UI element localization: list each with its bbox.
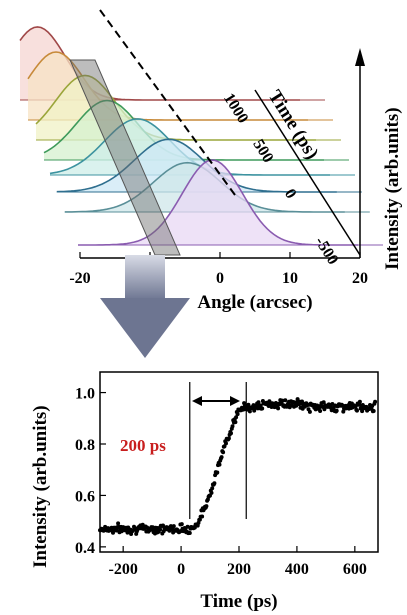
data-point	[212, 481, 217, 486]
x-tick-label: 600	[343, 561, 367, 578]
angle-tick-label: 10	[282, 270, 298, 287]
data-point	[217, 462, 222, 467]
data-point	[340, 403, 345, 408]
time-axis-line	[254, 89, 361, 256]
series-area-7	[78, 160, 358, 245]
y-tick-label: 1.0	[75, 386, 95, 403]
y-tick-label: 0.4	[75, 540, 95, 557]
time-axis-ticks-bottom: -200 0 200 400 600	[109, 546, 367, 578]
data-point	[357, 399, 362, 404]
data-point	[226, 436, 231, 441]
data-point	[179, 522, 184, 527]
y-tick-label: 0.6	[75, 488, 95, 505]
data-point	[224, 441, 228, 446]
data-point	[234, 415, 239, 420]
rise-time-annotation: 200 ps	[120, 436, 166, 455]
data-point	[355, 408, 359, 413]
intensity-axis-ticks-bottom: 0.4 0.6 0.8 1.0	[75, 386, 106, 557]
data-point	[258, 403, 263, 408]
rise-time-arrow	[192, 396, 240, 406]
data-point	[210, 486, 215, 491]
data-point	[204, 504, 209, 509]
data-point	[158, 527, 163, 532]
data-point	[111, 530, 115, 535]
data-point	[215, 470, 220, 475]
data-point	[353, 404, 358, 409]
time-tick-label: 500	[249, 137, 276, 166]
time-tick-label: 1000	[220, 90, 251, 126]
data-point	[221, 450, 226, 455]
angle-tick-label: 0	[216, 270, 224, 287]
data-point	[260, 406, 265, 411]
data-point	[219, 455, 224, 460]
time-tick-label: -500	[311, 234, 341, 268]
scatter-chart: -200 0 200 400 600 0.4 0.6 0.8 1.0 200 ps Time …	[30, 371, 379, 612]
data-point	[229, 431, 233, 436]
data-point	[334, 408, 339, 413]
data-point	[200, 514, 205, 519]
data-point	[185, 524, 190, 529]
data-point	[295, 397, 300, 402]
x-tick-label: 400	[285, 561, 309, 578]
data-point	[247, 409, 252, 414]
series-area-4	[50, 118, 330, 175]
data-points	[98, 397, 378, 536]
data-point	[235, 412, 240, 417]
time-axis-label-bottom: Time (ps)	[200, 591, 277, 612]
x-tick-label: 200	[227, 561, 251, 578]
data-point	[129, 532, 134, 536]
angle-tick-label: -20	[69, 270, 90, 287]
data-point	[209, 490, 214, 495]
data-point	[283, 398, 288, 403]
data-point	[280, 398, 285, 403]
time-slice-band	[69, 59, 181, 256]
waterfall-series-group	[19, 26, 383, 246]
data-point	[171, 524, 176, 529]
y-tick-label: 0.8	[75, 437, 95, 454]
data-point	[116, 521, 121, 526]
angle-tick-label: 20	[352, 270, 368, 287]
data-point	[256, 400, 261, 405]
intensity-axis-arrow	[355, 48, 365, 66]
data-point	[276, 406, 281, 411]
intensity-axis-label-top: Intensity (arb.units)	[382, 107, 403, 270]
data-point	[233, 420, 238, 425]
intensity-axis-label-bottom: Intensity (arb.units)	[30, 405, 51, 568]
data-point	[318, 409, 323, 413]
data-point	[307, 409, 312, 414]
data-point	[187, 531, 192, 535]
data-point	[373, 399, 378, 404]
time-tick-label: 0	[281, 186, 300, 202]
data-point	[230, 424, 235, 429]
angle-axis-label: Angle (arcsec)	[197, 292, 312, 313]
x-tick-label: 0	[177, 561, 185, 578]
down-arrow-icon	[100, 255, 190, 358]
data-point	[196, 520, 201, 525]
waterfall-chart: -20-1001020 Angle (arcsec) 10005000-500 …	[19, 9, 403, 313]
data-point	[341, 409, 346, 414]
x-tick-label: -200	[109, 561, 138, 578]
data-point	[371, 409, 376, 413]
data-point	[242, 401, 247, 406]
